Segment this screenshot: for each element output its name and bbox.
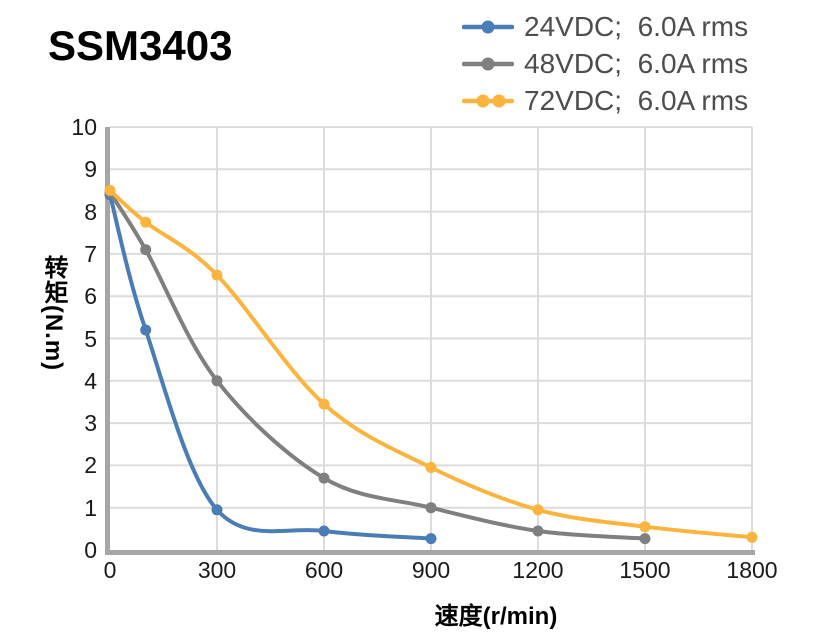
series-markers-72vdc: [104, 184, 758, 543]
legend-label: 48VDC; 6.0A rms: [524, 47, 749, 79]
x-tick-label: 1500: [619, 557, 671, 583]
series-marker-icon: [462, 94, 514, 107]
legend-item-72vdc: 72VDC; 6.0A rms: [462, 82, 748, 119]
y-tick-label: 9: [84, 156, 97, 183]
legend: 24VDC; 6.0A rms 48VDC; 6.0A rms 72VDC; 6.0…: [462, 8, 748, 119]
x-tick-label: 1800: [726, 557, 778, 583]
legend-label: 72VDC; 6.0A rms: [524, 84, 749, 116]
x-tick-label: 300: [197, 557, 237, 583]
gridlines: [110, 126, 753, 550]
legend-label: 24VDC; 6.0A rms: [524, 10, 749, 42]
x-tick-label: 1200: [512, 557, 564, 583]
series-line-24vdc: [108, 192, 433, 541]
y-tick-label: 7: [84, 240, 97, 267]
y-tick-label: 2: [84, 452, 97, 479]
legend-item-24vdc: 24VDC; 6.0A rms: [462, 8, 748, 45]
series-line-72vdc: [108, 188, 754, 540]
x-tick-label: 900: [411, 557, 451, 583]
y-tick-label: 3: [84, 410, 97, 437]
series-marker-icon: [462, 57, 514, 70]
y-tick-label: 0: [84, 537, 97, 563]
series-marker-icon: [462, 20, 514, 33]
page-title: SSM3403: [48, 22, 233, 69]
y-tick-label: 10: [71, 114, 97, 140]
y-tick-label: 5: [84, 325, 97, 352]
x-axis-title: 速度(r/min): [434, 603, 558, 630]
x-tick-label: 0: [103, 557, 117, 583]
y-tick-label: 6: [84, 283, 97, 310]
x-tick-label: 600: [304, 557, 344, 583]
y-tick-label: 1: [84, 494, 97, 521]
series-markers-24vdc: [104, 189, 437, 545]
y-tick-label: 4: [84, 367, 97, 394]
legend-item-48vdc: 48VDC; 6.0A rms: [462, 45, 748, 82]
y-tick-label: 8: [84, 198, 97, 225]
series-markers-48vdc: [104, 187, 651, 545]
y-axis-title: 转矩(N.m): [40, 254, 67, 372]
series-line-48vdc: [108, 190, 647, 541]
